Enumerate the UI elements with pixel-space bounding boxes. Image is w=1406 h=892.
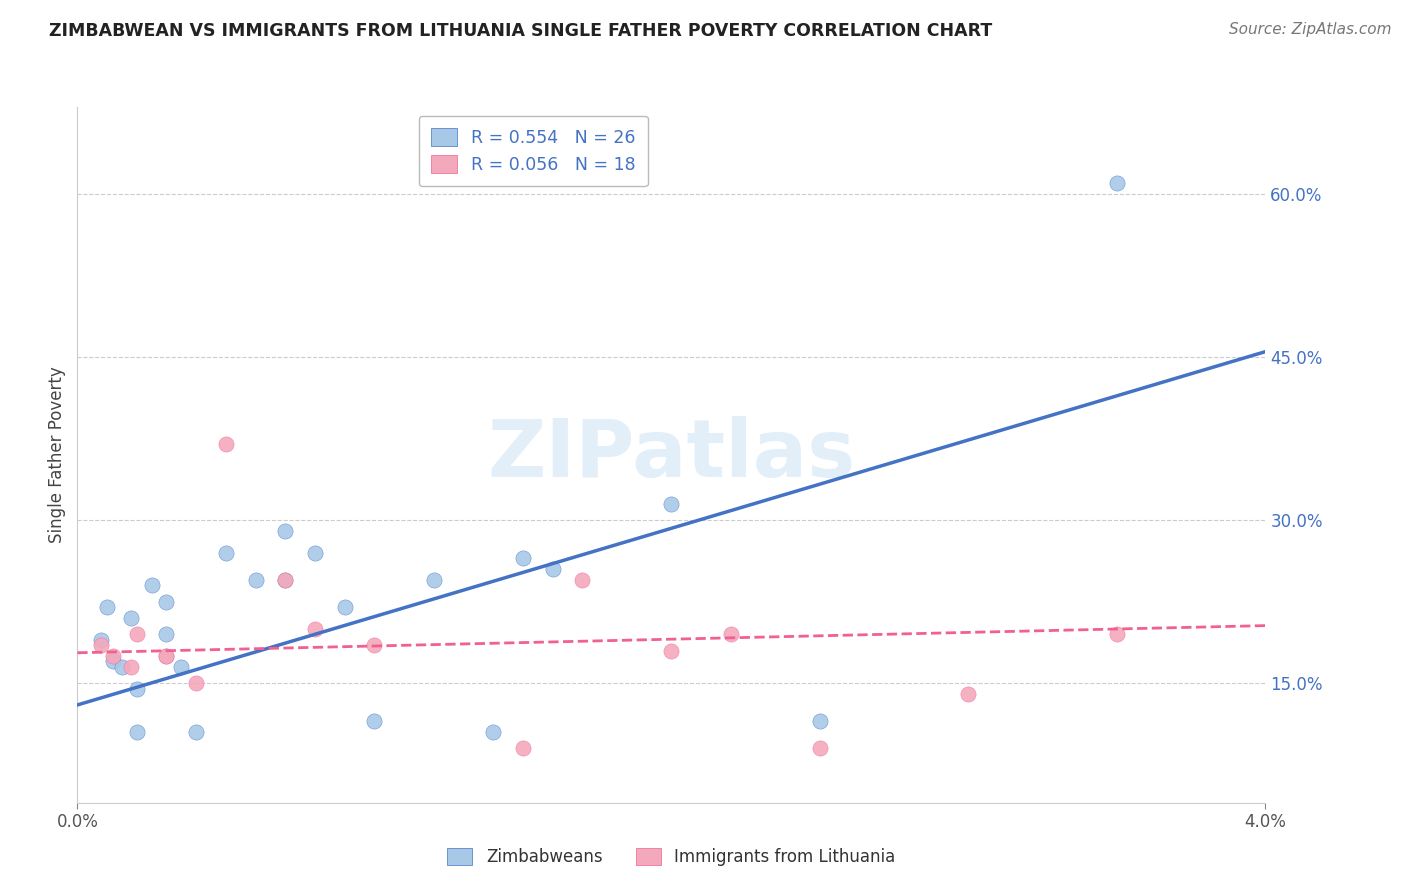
Point — [245, 573, 267, 587]
Point — [155, 648, 177, 663]
Point — [304, 622, 326, 636]
Text: ZIPatlas: ZIPatlas — [488, 416, 855, 494]
Point — [274, 573, 297, 587]
Point — [120, 611, 142, 625]
Point — [720, 627, 742, 641]
Point — [541, 562, 564, 576]
Point — [170, 660, 193, 674]
Point — [512, 741, 534, 756]
Point — [808, 714, 831, 729]
Point — [482, 725, 505, 739]
Point — [333, 600, 356, 615]
Point — [512, 551, 534, 566]
Point — [363, 638, 385, 652]
Point — [101, 655, 124, 669]
Point — [125, 627, 148, 641]
Point — [90, 638, 112, 652]
Point — [661, 643, 683, 657]
Point — [274, 573, 297, 587]
Point — [101, 648, 124, 663]
Point — [274, 524, 297, 538]
Point — [304, 546, 326, 560]
Point — [215, 437, 238, 451]
Point — [90, 632, 112, 647]
Point — [1105, 627, 1128, 641]
Point — [186, 725, 208, 739]
Point — [186, 676, 208, 690]
Point — [808, 741, 831, 756]
Legend: Zimbabweans, Immigrants from Lithuania: Zimbabweans, Immigrants from Lithuania — [439, 839, 904, 874]
Point — [120, 660, 142, 674]
Point — [155, 595, 177, 609]
Y-axis label: Single Father Poverty: Single Father Poverty — [48, 367, 66, 543]
Point — [571, 573, 593, 587]
Point — [125, 725, 148, 739]
Point — [141, 578, 163, 592]
Point — [215, 546, 238, 560]
Point — [363, 714, 385, 729]
Text: ZIMBABWEAN VS IMMIGRANTS FROM LITHUANIA SINGLE FATHER POVERTY CORRELATION CHART: ZIMBABWEAN VS IMMIGRANTS FROM LITHUANIA … — [49, 22, 993, 40]
Point — [96, 600, 118, 615]
Point — [1105, 176, 1128, 190]
Point — [155, 648, 177, 663]
Point — [957, 687, 980, 701]
Point — [423, 573, 446, 587]
Text: Source: ZipAtlas.com: Source: ZipAtlas.com — [1229, 22, 1392, 37]
Point — [111, 660, 134, 674]
Point — [661, 497, 683, 511]
Point — [155, 627, 177, 641]
Point — [125, 681, 148, 696]
